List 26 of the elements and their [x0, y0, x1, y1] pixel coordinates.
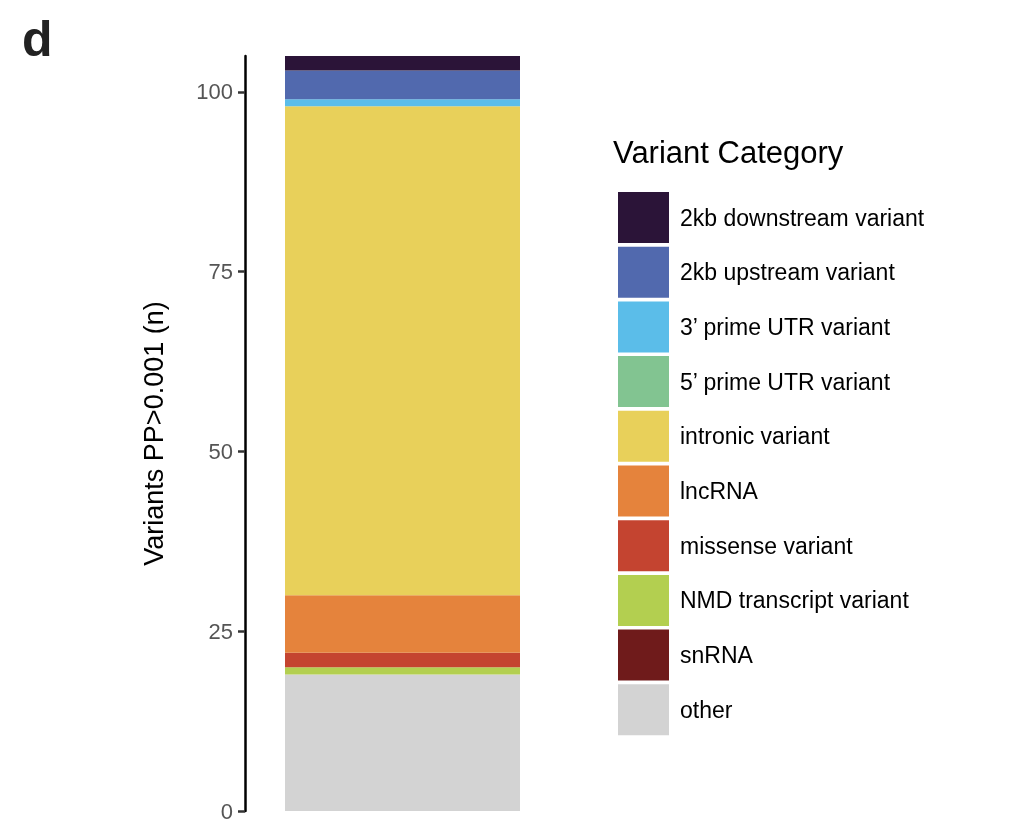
legend-title: Variant Category — [613, 135, 844, 170]
y-tick-label: 25 — [208, 618, 233, 644]
legend-label: NMD transcript variant — [680, 587, 910, 614]
bar — [285, 106, 520, 596]
legend-label: missense variant — [680, 532, 854, 559]
bar — [285, 99, 520, 107]
bar — [285, 56, 520, 71]
y-tick-label: 100 — [196, 79, 233, 105]
bar — [285, 667, 520, 675]
legend-label: 5’ prime UTR variant — [680, 368, 891, 395]
bar — [285, 674, 520, 811]
legend-label: other — [680, 696, 733, 723]
y-tick-label: 0 — [220, 798, 233, 823]
bar — [285, 70, 520, 100]
legend-label: intronic variant — [680, 423, 831, 450]
legend-label: 3’ prime UTR variant — [680, 313, 891, 340]
y-tick-label: 50 — [208, 438, 233, 464]
text: d — [22, 11, 53, 67]
y-tick-label: 75 — [208, 259, 233, 285]
bar — [285, 652, 520, 668]
bar — [285, 595, 520, 653]
legend-label: lncRNA — [680, 478, 759, 504]
y-axis-title: Variants PP>0.001 (n) — [138, 301, 169, 566]
legend-label: 2kb upstream variant — [680, 259, 896, 286]
legend-label: snRNA — [680, 642, 754, 669]
legend-label: 2kb downstream variant — [680, 204, 925, 231]
